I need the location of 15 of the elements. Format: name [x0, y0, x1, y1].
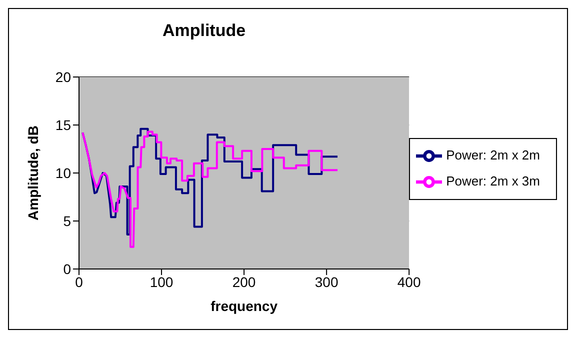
x-axis-title: frequency	[210, 298, 278, 314]
x-tick-label: 400	[397, 274, 421, 290]
chart-title: Amplitude	[161, 21, 247, 41]
x-tick-label: 200	[232, 274, 256, 290]
y-axis-title: Amplitude, dB	[24, 126, 41, 220]
x-tick-label: 100	[150, 274, 174, 290]
legend-label: Power: 2m x 2m	[446, 147, 540, 162]
y-tick-label: 0	[63, 260, 72, 277]
x-tick-label: 0	[75, 274, 84, 290]
legend-label: Power: 2m x 3m	[446, 173, 540, 188]
x-tick-label: 300	[314, 274, 338, 290]
y-tick-label: 5	[63, 212, 72, 229]
y-tick-label: 15	[55, 116, 72, 133]
y-tick-label: 20	[55, 68, 72, 85]
y-tick-label: 10	[55, 164, 72, 181]
